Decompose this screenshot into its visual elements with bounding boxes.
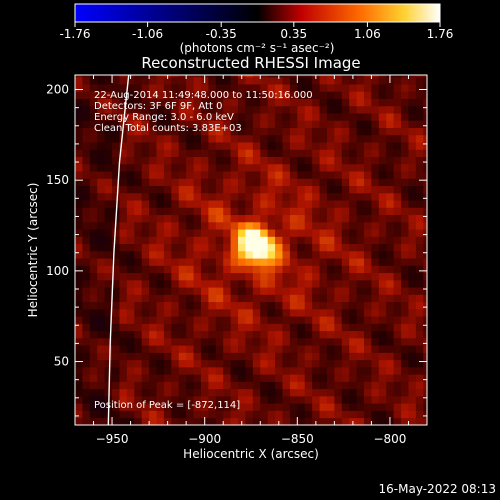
x-tick-label: −800 [373,432,406,446]
colorbar-tick-label: -1.06 [132,27,163,41]
peak-position-label: Position of Peak = [-872,114] [94,400,240,411]
info-line: 22-Aug-2014 11:49:48.000 to 11:50:16.000 [94,90,313,101]
chart-title: Reconstructed RHESSI Image [141,54,360,72]
colorbar-tick-label: 0.35 [280,27,307,41]
y-tick-label: 100 [46,264,69,278]
render-timestamp: 16-May-2022 08:13 [379,482,496,496]
x-tick-label: −950 [96,432,129,446]
x-tick-label: −900 [188,432,221,446]
colorbar [74,3,441,23]
info-line: Detectors: 3F 6F 9F, Att 0 [94,101,222,112]
colorbar-tick-label: 1.06 [354,27,381,41]
observation-info: 22-Aug-2014 11:49:48.000 to 11:50:16.000… [94,90,313,134]
info-line: Clean Total counts: 3.83E+03 [94,123,242,134]
heatmap-image [75,75,427,425]
y-axis-ticks: 50 100 150 200 [46,83,427,417]
y-tick-label: 150 [46,173,69,187]
info-line: Energy Range: 3.0 - 6.0 keV [94,112,234,123]
y-tick-label: 50 [54,355,69,369]
x-tick-label: −850 [281,432,314,446]
colorbar-tick-label: -1.76 [59,27,90,41]
x-axis-ticks: −950 −900 −850 −800 [74,75,428,446]
y-axis-label: Heliocentric Y (arcsec) [26,183,40,318]
solar-limb-curve [107,75,130,425]
x-axis-label: Heliocentric X (arcsec) [183,447,319,461]
colorbar-tick-label: -0.35 [206,27,237,41]
colorbar-ticks: -1.76 -1.06 -0.35 0.35 1.06 1.76 [59,22,453,41]
plot-frame [74,74,428,426]
colorbar-unit-label: (photons cm⁻² s⁻¹ asec⁻²) [180,41,335,55]
y-tick-label: 200 [46,83,69,97]
colorbar-tick-label: 1.76 [427,27,454,41]
